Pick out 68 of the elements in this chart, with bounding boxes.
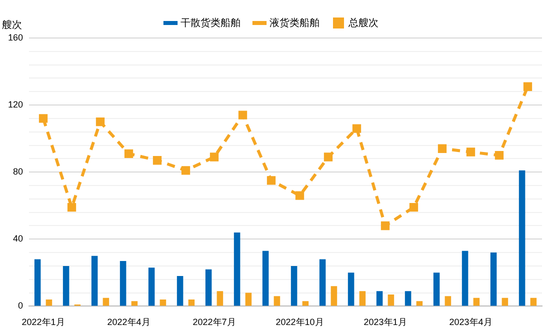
bar — [274, 296, 280, 306]
bar — [176, 276, 184, 306]
bar — [416, 301, 423, 306]
bar — [433, 272, 440, 306]
point — [438, 144, 447, 153]
point — [152, 156, 162, 165]
point — [352, 124, 362, 133]
bar — [490, 252, 497, 306]
bar — [404, 291, 412, 306]
y-tick-label: 80 — [13, 166, 24, 177]
point — [96, 117, 105, 126]
point — [380, 221, 390, 230]
point — [67, 202, 76, 212]
bar — [46, 299, 52, 306]
point — [181, 166, 190, 175]
bar — [205, 269, 212, 306]
legend-label: 总艘次 — [348, 16, 378, 29]
point — [324, 152, 333, 162]
bar — [160, 299, 166, 306]
bar — [319, 259, 326, 306]
legend-label: 干散货类船舶 — [180, 16, 240, 29]
bar — [216, 291, 224, 306]
point — [238, 110, 248, 120]
x-tick-label: 2022年4月 — [107, 317, 150, 328]
point — [124, 149, 134, 158]
legend-label: 液货类船舶 — [270, 16, 320, 29]
bar — [262, 250, 269, 306]
point — [409, 202, 418, 212]
bar — [120, 260, 126, 306]
bar — [444, 296, 452, 306]
bar — [502, 298, 508, 306]
bar — [462, 250, 468, 306]
y-axis-title: 艘次 — [2, 18, 22, 31]
y-tick-label: 0 — [18, 300, 24, 311]
bar — [290, 266, 298, 306]
point — [523, 82, 532, 91]
point — [295, 191, 304, 200]
bar — [388, 294, 394, 306]
point — [210, 152, 219, 162]
bar — [91, 256, 98, 306]
x-tick-label: 2023年4月 — [449, 317, 492, 328]
bar — [473, 298, 480, 306]
bar — [234, 232, 240, 306]
bar — [148, 268, 155, 306]
y-tick-label: 40 — [13, 234, 24, 244]
point — [466, 148, 476, 156]
y-tick-label: 160 — [8, 32, 24, 42]
bar — [188, 299, 195, 306]
bar — [330, 286, 338, 306]
bar — [376, 291, 383, 306]
x-tick-label: 2022年7月 — [192, 317, 236, 328]
x-tick-label: 2022年10月 — [276, 317, 324, 328]
bar — [359, 291, 366, 306]
bar — [102, 298, 110, 306]
bar — [62, 266, 70, 306]
bar — [302, 301, 309, 306]
bar — [518, 170, 526, 306]
y-tick-label: 120 — [8, 100, 24, 110]
bar — [131, 301, 138, 306]
bar — [34, 259, 41, 306]
bar — [245, 292, 252, 306]
point — [38, 114, 48, 123]
point — [494, 151, 504, 160]
bar — [530, 298, 537, 306]
x-tick-label: 2022年1月 — [22, 317, 65, 328]
x-tick-label: 2023年1月 — [364, 317, 407, 328]
point — [266, 176, 276, 185]
bar — [348, 272, 354, 306]
